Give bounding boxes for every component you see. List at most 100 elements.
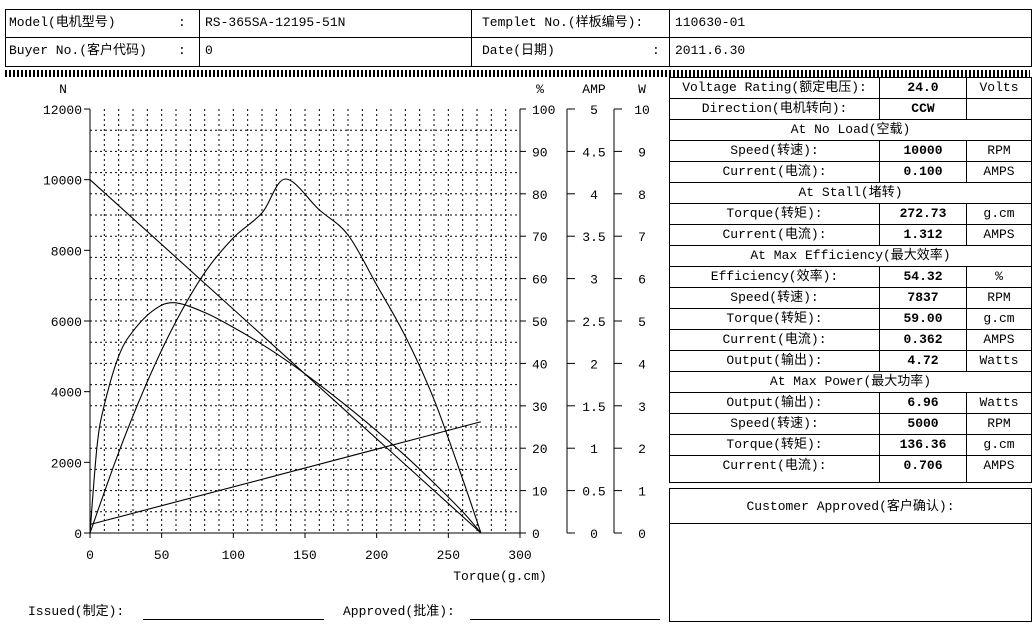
spec-row-eff-output: Output(输出): 4.72 Watts bbox=[670, 351, 1031, 372]
spec-unit: AMPS bbox=[983, 227, 1015, 242]
power-tick-label: 10 bbox=[634, 103, 650, 118]
power-tick-label: 8 bbox=[638, 188, 646, 203]
spec-row-direction: Direction(电机转向): CCW bbox=[670, 99, 1031, 120]
spec-label: Efficiency(效率): bbox=[710, 269, 839, 284]
buyer-value: 0 bbox=[205, 43, 213, 58]
header-divider bbox=[6, 37, 1031, 38]
efficiency-tick-label: 50 bbox=[532, 315, 548, 330]
x-tick-label: 300 bbox=[508, 548, 531, 563]
x-tick-label: 250 bbox=[437, 548, 460, 563]
efficiency-tick-label: 60 bbox=[532, 273, 548, 288]
performance-chart: 020004000600080001000012000N010203040506… bbox=[43, 82, 650, 584]
speed-tick-label: 12000 bbox=[43, 103, 82, 118]
customer-approval-box: Customer Approved(客户确认): bbox=[669, 488, 1032, 622]
current-axis-label: AMP bbox=[582, 82, 606, 97]
spec-label: Torque(转矩): bbox=[726, 437, 823, 452]
spec-label: Torque(转矩): bbox=[726, 206, 823, 221]
header-table: Model(电机型号) : RS-365SA-12195-51N Templet… bbox=[5, 9, 1032, 67]
spec-row-pow-speed: Speed(转速): 5000 RPM bbox=[670, 414, 1031, 435]
efficiency-tick-label: 40 bbox=[532, 357, 548, 372]
spec-row-eff-efficiency: Efficiency(效率): 54.32 % bbox=[670, 267, 1031, 288]
speed-tick-label: 10000 bbox=[43, 174, 82, 189]
spec-unit: AMPS bbox=[983, 458, 1015, 473]
current-tick-label: 2.5 bbox=[582, 315, 605, 330]
spec-row-eff-speed: Speed(转速): 7837 RPM bbox=[670, 288, 1031, 309]
spec-label: Current(电流): bbox=[722, 458, 827, 473]
spec-unit: % bbox=[995, 269, 1003, 284]
header-col-line bbox=[199, 10, 200, 66]
section-no-load: At No Load(空载) bbox=[670, 120, 1031, 141]
spec-label: Torque(转矩): bbox=[726, 311, 823, 326]
power-tick-label: 3 bbox=[638, 400, 646, 415]
date-label: Date(日期) bbox=[482, 43, 555, 58]
approved-signature-line[interactable] bbox=[470, 619, 660, 620]
speed-curve bbox=[89, 179, 482, 534]
section-max-efficiency: At Max Efficiency(最大效率) bbox=[670, 246, 1031, 267]
spec-row-pow-output: Output(输出): 6.96 Watts bbox=[670, 393, 1031, 414]
power-tick-label: 7 bbox=[638, 230, 646, 245]
current-tick-label: 5 bbox=[590, 103, 598, 118]
spec-value: 5000 bbox=[879, 414, 967, 434]
current-tick-label: 2 bbox=[590, 357, 598, 372]
efficiency-tick-label: 80 bbox=[532, 188, 548, 203]
approved-label: Approved(批准): bbox=[343, 604, 455, 619]
date-colon: : bbox=[652, 43, 660, 58]
spec-row-eff-current: Current(电流): 0.362 AMPS bbox=[670, 330, 1031, 351]
power-tick-label: 5 bbox=[638, 315, 646, 330]
spec-label: Output(输出): bbox=[726, 395, 823, 410]
customer-approved-label: Customer Approved(客户确认): bbox=[670, 489, 1031, 524]
spec-row-pow-current: Current(电流): 0.706 AMPS bbox=[670, 456, 1031, 482]
spec-unit: AMPS bbox=[983, 332, 1015, 347]
date-value: 2011.6.30 bbox=[675, 43, 746, 58]
spec-unit: RPM bbox=[987, 290, 1011, 305]
spec-label: Speed(转速): bbox=[730, 416, 819, 431]
efficiency-curve bbox=[89, 302, 482, 534]
spec-unit: AMPS bbox=[983, 164, 1015, 179]
spec-unit: RPM bbox=[987, 416, 1011, 431]
model-value: RS-365SA-12195-51N bbox=[205, 15, 346, 30]
spec-value: 4.72 bbox=[879, 351, 967, 371]
speed-tick-label: 0 bbox=[74, 527, 82, 542]
buyer-colon: : bbox=[178, 43, 186, 58]
power-tick-label: 9 bbox=[638, 145, 646, 160]
spec-value: 0.362 bbox=[879, 330, 967, 350]
spec-unit: RPM bbox=[987, 143, 1011, 158]
issued-signature-line[interactable] bbox=[143, 619, 324, 620]
speed-tick-label: 8000 bbox=[51, 244, 82, 259]
spec-unit: g.cm bbox=[983, 437, 1015, 452]
power-tick-label: 2 bbox=[638, 442, 646, 457]
speed-axis-label: N bbox=[59, 82, 67, 97]
current-tick-label: 1 bbox=[590, 442, 598, 457]
spec-value: 54.32 bbox=[879, 267, 967, 287]
spec-label: Current(电流): bbox=[722, 164, 827, 179]
spec-row-no-load-current: Current(电流): 0.100 AMPS bbox=[670, 162, 1031, 183]
spec-unit: g.cm bbox=[983, 206, 1015, 221]
efficiency-tick-label: 0 bbox=[532, 527, 540, 542]
spec-unit: Watts bbox=[979, 353, 1019, 368]
header-col-line bbox=[471, 10, 472, 66]
issued-label: Issued(制定): bbox=[28, 604, 125, 619]
x-axis-label: Torque(g.cm) bbox=[453, 569, 547, 584]
spec-label: Current(电流): bbox=[722, 332, 827, 347]
spec-label: Output(输出): bbox=[726, 353, 823, 368]
spec-unit: Watts bbox=[979, 395, 1019, 410]
spec-label: Speed(转速): bbox=[730, 143, 819, 158]
spec-label: Direction(电机转向): bbox=[701, 101, 848, 116]
section-stall: At Stall(堵转) bbox=[670, 183, 1031, 204]
efficiency-axis-label: % bbox=[536, 82, 544, 97]
separator-line bbox=[5, 70, 1030, 74]
spec-unit: g.cm bbox=[983, 311, 1015, 326]
spec-value: 0.100 bbox=[879, 162, 967, 182]
spec-label: Voltage Rating(额定电压): bbox=[682, 80, 867, 95]
section-max-power: At Max Power(最大功率) bbox=[670, 372, 1031, 393]
current-tick-label: 0.5 bbox=[582, 485, 605, 500]
current-curve bbox=[89, 421, 482, 526]
efficiency-tick-label: 90 bbox=[532, 145, 548, 160]
spec-value: 6.96 bbox=[879, 393, 967, 413]
spec-value: CCW bbox=[879, 99, 967, 119]
power-tick-label: 6 bbox=[638, 273, 646, 288]
power-axis-label: W bbox=[638, 82, 646, 97]
current-tick-label: 0 bbox=[590, 527, 598, 542]
spec-value: 272.73 bbox=[879, 204, 967, 224]
model-label: Model(电机型号) bbox=[9, 15, 116, 30]
